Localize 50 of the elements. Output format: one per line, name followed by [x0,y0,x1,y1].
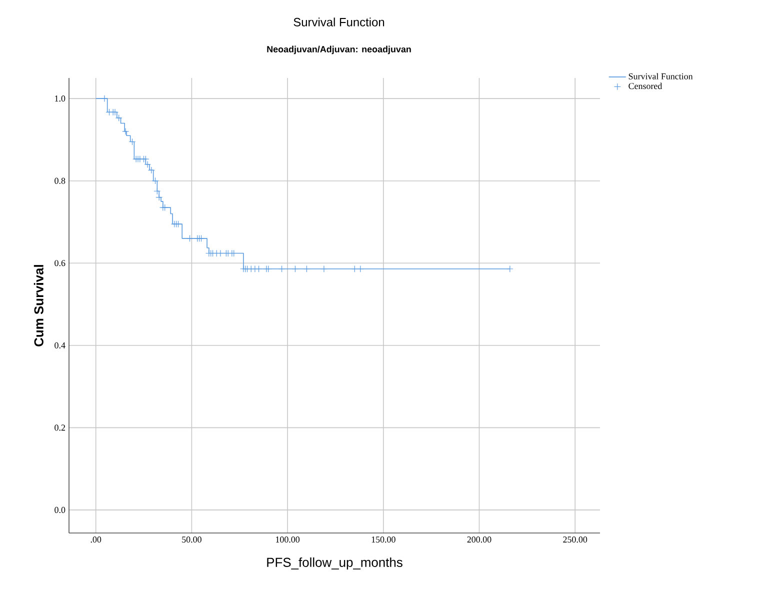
point [112,108,118,116]
point [320,265,328,272]
y-tick-label: 0.2 [54,424,65,431]
point [262,265,270,272]
x-tick-label: 200.00 [467,536,492,543]
point [196,234,203,242]
point [278,265,286,272]
y-tick-label: 0.8 [54,178,66,184]
y-tick-label: 0.0 [54,506,66,514]
point [186,234,194,242]
point [156,194,163,201]
point [148,166,155,174]
point [251,265,258,272]
point [351,265,358,272]
point [292,265,299,272]
y-tick-label: 0.4 [54,342,66,348]
point [161,204,168,212]
chart-subtitle: Neoadjuvan/Adjuvan: neoadjuvan [267,46,411,54]
point [244,265,251,272]
point [152,177,159,184]
point [356,265,364,272]
point [115,114,122,122]
point [255,265,262,272]
point [248,265,255,272]
y-axis-title: Cum Survival [34,265,44,346]
x-tick-label: 50.00 [182,536,202,543]
point [134,156,142,163]
x-tick-label: 100.00 [276,536,300,543]
x-axis-title: PFS_follow_up_months [267,557,402,570]
x-tick-label: 250.00 [563,536,588,543]
point [264,265,272,272]
x-tick-label: 150.00 [372,536,396,543]
point [242,265,249,272]
point [303,265,310,272]
point [240,265,247,272]
y-tick-label: 1.0 [55,96,66,102]
y-tick-label: 0.6 [54,260,66,266]
point [172,220,180,228]
point [100,95,108,102]
legend-label: Survival Function [628,73,693,80]
point [128,138,136,146]
point [110,108,117,116]
x-tick-label: .00 [90,536,102,543]
point [154,188,161,195]
chart-title: Survival Function [294,18,384,26]
point [106,108,113,116]
point [122,128,130,135]
point [159,204,166,212]
legend-label: Censored [628,82,662,90]
point [506,265,514,272]
